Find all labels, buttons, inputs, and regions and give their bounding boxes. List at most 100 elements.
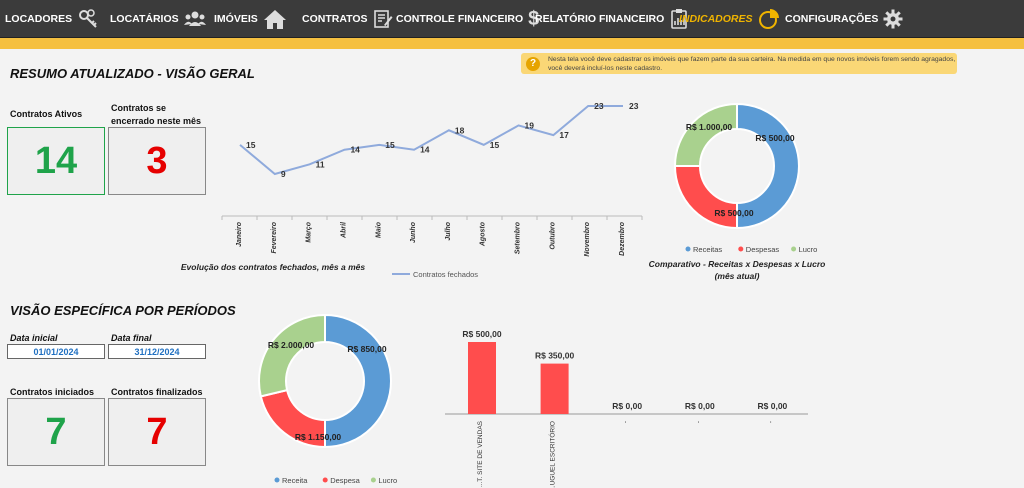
nav-label: CONTROLE FINANCEIRO xyxy=(396,13,524,25)
nav-contratos[interactable]: CONTRATOS xyxy=(302,0,393,38)
nav-label: INDICADORES xyxy=(679,13,753,25)
legend-swatch xyxy=(370,477,376,483)
legend-swatch xyxy=(685,246,691,252)
data-label: 9 xyxy=(281,169,286,179)
nav-label: CONTRATOS xyxy=(302,13,368,25)
legend-label: Lucro xyxy=(378,476,397,485)
data-label: 11 xyxy=(316,159,325,169)
x-tick-label: Maio xyxy=(375,221,382,238)
finished-contracts-value: 7 xyxy=(108,398,206,466)
x-tick-label: Julho xyxy=(445,221,452,240)
nav-label: LOCADORES xyxy=(5,13,73,25)
x-tick-label: ...T. SITE DE VENDAS xyxy=(477,420,484,487)
legend-label: Contratos fechados xyxy=(413,270,478,279)
data-label: R$ 0,00 xyxy=(685,401,715,411)
nav-locadores[interactable]: LOCADORES xyxy=(5,0,99,38)
legend-label: Lucro xyxy=(799,245,818,254)
legend-swatch xyxy=(738,246,744,252)
data-label: 15 xyxy=(385,140,395,150)
pie-chart-title-line2: (mês atual) xyxy=(715,271,760,281)
contract-icon xyxy=(373,9,393,29)
active-contracts-value: 14 xyxy=(7,127,105,195)
end-date-label: Data final xyxy=(111,333,152,343)
pie-slice-lucro xyxy=(258,313,326,398)
started-contracts-label: Contratos iniciados xyxy=(10,387,95,397)
nav-locatarios[interactable]: LOCATÁRIOS xyxy=(110,0,206,38)
pie-slice-lucro xyxy=(673,102,738,167)
overview-title: RESUMO ATUALIZADO - VISÃO GERAL xyxy=(10,66,255,81)
nav-configuracoes[interactable]: CONFIGURAÇÕES xyxy=(785,0,903,38)
data-label: R$ 850,00 xyxy=(347,344,386,354)
ending-contracts-value: 3 xyxy=(108,127,206,195)
gear-icon xyxy=(883,9,903,29)
data-label: 14 xyxy=(350,145,360,155)
data-label: R$ 500,00 xyxy=(755,133,794,143)
finished-contracts-label: Contratos finalizados xyxy=(111,387,203,397)
nav-indicadores[interactable]: INDICADORES xyxy=(679,0,780,38)
question-icon: ? xyxy=(526,56,540,71)
started-contracts-value: 7 xyxy=(7,398,105,466)
info-text-line2: você deverá incluí-los neste cadastro. xyxy=(548,64,663,72)
dollar-icon: $ xyxy=(528,7,540,30)
data-label: 15 xyxy=(490,140,500,150)
nav-imoveis[interactable]: IMÓVEIS xyxy=(214,0,287,38)
nav-label: RELATÓRIO FINANCEIRO xyxy=(535,13,665,25)
x-tick-label: Outubro xyxy=(549,221,556,249)
x-tick-label: - xyxy=(695,421,702,423)
pie-chart-icon xyxy=(758,8,780,30)
data-label: R$ 500,00 xyxy=(714,208,753,218)
nav-controle-financeiro[interactable]: CONTROLE FINANCEIRO $ xyxy=(396,0,539,38)
pie-chart-title: Comparativo - Receitas x Despesas x Lucr… xyxy=(649,259,826,269)
periods-title: VISÃO ESPECÍFICA POR PERÍODOS xyxy=(10,303,236,318)
data-label: R$ 350,00 xyxy=(535,351,574,361)
data-label: R$ 1.000,00 xyxy=(686,122,733,132)
legend-label: Despesas xyxy=(746,245,780,254)
x-tick-label: Setembro xyxy=(515,221,522,254)
house-icon xyxy=(263,8,287,30)
data-label: R$ 0,00 xyxy=(758,401,788,411)
info-banner: ? Nesta tela você deve cadastrar os imóv… xyxy=(521,53,957,74)
bar xyxy=(468,342,496,414)
x-tick-label: Abril xyxy=(340,221,347,239)
start-date-label: Data inicial xyxy=(10,333,58,343)
x-tick-label: ...UGUEL ESCRITÓRIO xyxy=(548,421,557,488)
x-tick-label: Janeiro xyxy=(236,221,243,247)
legend-swatch xyxy=(791,246,797,252)
keys-icon xyxy=(77,8,99,30)
active-contracts-label: Contratos Ativos xyxy=(10,109,83,119)
x-tick-label: Fevereiro xyxy=(271,221,278,253)
legend-swatch xyxy=(274,477,280,483)
data-label: 15 xyxy=(246,140,256,150)
pie-slice-despesas xyxy=(673,165,738,230)
x-tick-label: Novembro xyxy=(584,221,591,256)
nav-relatorio-financeiro[interactable]: RELATÓRIO FINANCEIRO xyxy=(535,0,689,38)
legend-label: Despesa xyxy=(330,476,360,485)
data-label: 23 xyxy=(629,101,639,111)
top-nav-bar: LOCADORES LOCATÁRIOS IMÓVEIS CONTRATOS C… xyxy=(0,0,1024,38)
legend-label: Receitas xyxy=(693,245,722,254)
info-text-line1: Nesta tela você deve cadastrar os imóvei… xyxy=(548,55,956,63)
x-tick-label: Março xyxy=(306,221,313,242)
pie-slice-receitas xyxy=(736,102,800,230)
ending-contracts-label: Contratos se encerrado neste mês xyxy=(111,102,201,128)
legend-label: Receita xyxy=(282,476,308,485)
start-date-field[interactable]: 01/01/2024 xyxy=(7,344,105,359)
pie-slice-receita xyxy=(324,313,392,449)
legend-swatch xyxy=(322,477,328,483)
data-label: 17 xyxy=(559,130,569,140)
data-label: R$ 0,00 xyxy=(612,401,642,411)
data-label: 23 xyxy=(594,101,604,111)
x-tick-label: - xyxy=(622,421,629,423)
ending-label-line2: encerrado neste mês xyxy=(111,116,202,126)
line-chart-title: Evolução dos contratos fechados, mês a m… xyxy=(181,262,366,272)
bar xyxy=(540,363,569,414)
nav-label: CONFIGURAÇÕES xyxy=(785,13,879,25)
nav-label: LOCATÁRIOS xyxy=(110,13,179,25)
report-icon xyxy=(669,8,689,30)
series-line-contratos-fechados xyxy=(239,105,623,176)
end-date-field[interactable]: 31/12/2024 xyxy=(108,344,206,359)
x-tick-label: - xyxy=(767,421,774,423)
users-icon xyxy=(183,9,206,29)
x-tick-label: Agosto xyxy=(480,221,487,247)
